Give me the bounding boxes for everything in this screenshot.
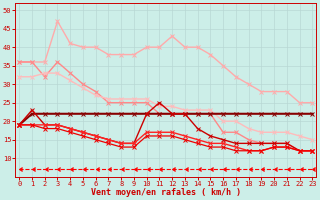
X-axis label: Vent moyen/en rafales ( km/h ): Vent moyen/en rafales ( km/h ): [91, 188, 241, 197]
